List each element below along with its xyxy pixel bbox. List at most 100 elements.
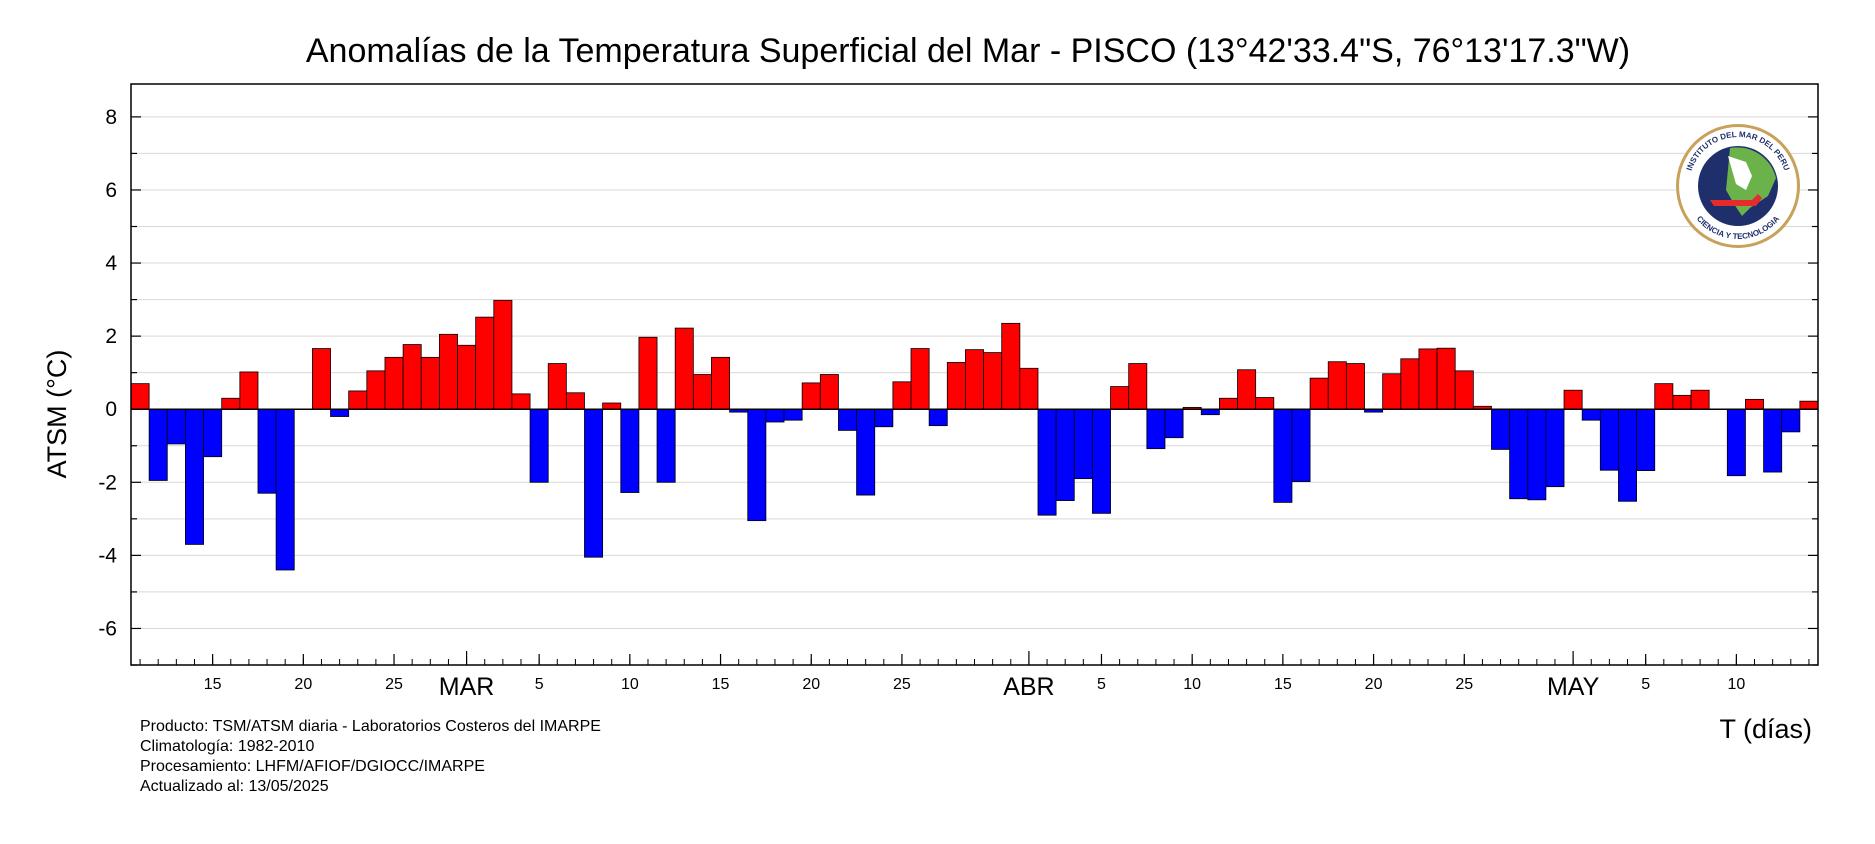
y-axis: 8 6 4 2 0 -2 -4 -6 [98,106,1818,666]
bar [330,408,350,417]
x-tick-label: 10 [1727,676,1745,693]
y-tick-label: 4 [105,252,117,275]
y-tick-label: -6 [98,617,117,640]
bar [402,344,422,410]
x-tick-label: 25 [893,676,911,693]
bar [1037,408,1057,516]
bar [420,356,440,410]
x-tick-label: 25 [385,676,403,693]
bar [584,408,604,558]
bar [1527,408,1547,501]
bar [1618,408,1637,502]
bar [511,393,531,410]
bar [438,333,458,410]
bar [1146,408,1166,450]
chart-title: Anomalías de la Temperatura Superficial … [306,32,1630,70]
bar [711,356,731,410]
x-month-label: MAY [1547,673,1600,701]
bar [1672,394,1692,410]
bar [620,408,640,493]
bar [1309,377,1329,410]
x-month-label: ABR [1003,673,1054,701]
bar [1345,363,1365,410]
bar [493,299,513,410]
footer-notes: Producto: TSM/ATSM diaria - Laboratorios… [140,717,601,797]
bar [366,370,386,410]
x-tick-label: 15 [204,676,222,693]
bar [239,371,259,410]
bar [1799,400,1819,410]
bar [819,374,839,410]
bar [602,402,622,410]
bar [1400,358,1420,410]
bar [838,408,857,431]
bar [1454,370,1474,410]
bar [130,383,150,410]
bar [384,356,404,410]
y-tick-label: 0 [105,398,117,421]
footer-actualizado: Actualizado al: 13/05/2025 [140,778,329,795]
bar [747,408,767,522]
bar [1763,408,1783,473]
y-tick-label: -2 [98,471,117,494]
bar [638,336,658,410]
bar [1001,322,1021,410]
bar [221,397,241,410]
x-tick-label: 5 [1641,676,1650,693]
bar [1545,408,1565,488]
y-tick-label: 8 [105,106,117,129]
bar [565,392,585,410]
bar [765,408,785,423]
bar [1654,383,1674,410]
bar [1237,369,1257,410]
bar [1509,408,1529,500]
bar [1418,348,1438,410]
footer-climatologia: Climatología: 1982-2010 [140,738,315,755]
x-tick-label: 20 [294,676,312,693]
bar [1563,389,1583,410]
x-tick-label: 20 [802,676,820,693]
bar [1110,386,1130,410]
bar [311,348,331,410]
x-axis: 15 20 25 5 10 15 20 25 5 10 15 20 25 5 10 MAR ABR MAY [139,651,1810,701]
x-tick-label: 5 [1097,676,1106,693]
bar [892,381,912,410]
footer-producto: Producto: TSM/ATSM diaria - Laboratorios… [140,718,601,735]
bar [674,327,694,410]
bar [983,352,1003,410]
bar [1092,408,1111,514]
bar [1255,397,1275,410]
bar [1781,408,1801,433]
bar [1581,408,1601,421]
bar [856,408,876,496]
bar [257,408,277,494]
bar [965,349,984,410]
bar [1327,361,1347,410]
bar [166,408,186,445]
x-tick-label: 15 [712,676,730,693]
bar [348,390,368,410]
bar [1726,408,1746,477]
bar [457,344,477,410]
bar [1055,408,1075,501]
bar [1128,363,1148,410]
y-tick-label: -4 [98,544,117,567]
bar [203,408,223,458]
bar [1291,408,1311,482]
bar [1491,408,1511,450]
bar [1690,389,1710,410]
x-axis-label: T (días) [1719,714,1812,744]
bar [1636,408,1656,471]
bar [547,363,567,410]
bar [1599,408,1619,471]
x-tick-label: 20 [1365,676,1383,693]
bar [1164,408,1184,439]
x-tick-label: 10 [621,676,639,693]
bar [928,408,948,427]
bar [946,362,966,410]
bar [1073,408,1093,480]
x-tick-label: 15 [1274,676,1292,693]
bar [1436,347,1456,410]
bar [801,382,821,410]
